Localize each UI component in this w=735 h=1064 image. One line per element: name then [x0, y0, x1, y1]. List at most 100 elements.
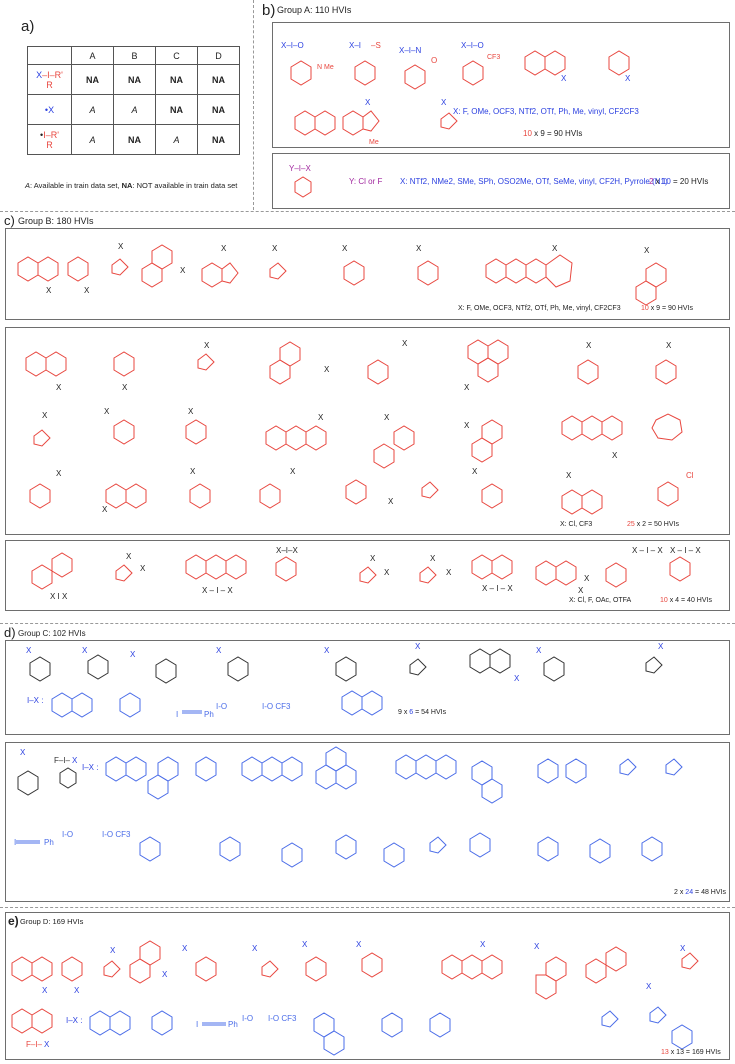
table-row: X–I–R' R NA NA NA NA [27, 64, 240, 95]
svg-text:X: X [514, 674, 520, 683]
svg-text:X–I–O: X–I–O [281, 41, 304, 50]
svg-text:X – I – X: X – I – X [632, 546, 663, 555]
group-c-box2-count: 2 x 24 = 48 HVIs [674, 889, 726, 896]
panel-a-letter: a) [21, 18, 35, 35]
table-cell: NA [155, 94, 198, 125]
svg-text:O: O [431, 56, 437, 65]
svg-text:X: X [441, 98, 447, 107]
svg-text:X: X [365, 98, 371, 107]
svg-text:I-O: I-O [62, 830, 73, 839]
table-cell: A [155, 124, 198, 155]
divider-horizontal [0, 623, 735, 624]
svg-text:X: X [324, 365, 330, 374]
svg-text:F–I–: F–I– [26, 1040, 43, 1049]
group-c-title: Group C: 102 HVIs [18, 629, 86, 638]
group-b-box2-x-list: X: Cl, CF3 [560, 521, 593, 528]
table-cell: NA [113, 124, 156, 155]
divider-vertical [253, 0, 254, 210]
table-cell: A [71, 124, 114, 155]
svg-text:X: X [162, 970, 168, 979]
divider-horizontal [0, 211, 735, 212]
svg-text:X: X [110, 946, 116, 955]
svg-text:I: I [176, 710, 178, 719]
svg-text:X: X [388, 497, 394, 506]
svg-text:X–I–N: X–I–N [399, 46, 421, 55]
group-c-box-1: X X X X X X X X X I Ph I-O I-O CF3 I–X : 9 x 6 = 54… [5, 640, 730, 735]
group-b-box3-x-list: X: Cl, F, OAc, OTFA [569, 597, 632, 604]
table-cell: NA [113, 64, 156, 95]
svg-text:X – I – X: X – I – X [670, 546, 701, 555]
svg-text:I-O: I-O [216, 702, 227, 711]
svg-text:X: X [204, 341, 210, 350]
svg-text:X: X [464, 383, 470, 392]
svg-text:X: X [221, 244, 227, 253]
group-a-box-1: X–I–O N Me X–I –S X–I–N O X–I–O CF3 X X X Me … [272, 22, 730, 148]
table-cell: NA [197, 124, 240, 155]
svg-text:Me: Me [369, 139, 379, 146]
group-c-box1-count: 9 x 6 = 54 HVIs [398, 709, 447, 716]
group-d-count: 13 x 13 = 169 HVIs [661, 1049, 721, 1056]
svg-text:–S: –S [371, 41, 381, 50]
svg-text:X: X [612, 451, 618, 460]
svg-text:X: X [324, 646, 330, 655]
svg-text:X: X [290, 467, 296, 476]
svg-text:X: X [356, 940, 362, 949]
svg-text:X: X [74, 986, 80, 995]
ix-label: I–X : [82, 763, 99, 772]
availability-legend: A: Available in train data set, NA: NOT … [25, 181, 238, 190]
svg-text:X: X [56, 383, 62, 392]
phenyl-ring [294, 176, 312, 198]
group-a-box2-count: 2 x 10 = 20 HVIs [649, 177, 709, 186]
svg-text:X: X [680, 944, 686, 953]
svg-text:X: X [84, 286, 90, 295]
group-a-title: Group A: 110 HVIs [277, 5, 352, 15]
svg-text:X: X [625, 74, 631, 83]
svg-text:CF3: CF3 [487, 54, 500, 61]
scaffold-structures: X X X X X X X X X X [17, 242, 667, 306]
group-b-box2-count: 25 x 2 = 50 HVIs [627, 521, 679, 528]
scaffold-structures: X–I–ON Me X–I –S X–I–NO X–I–OCF3 X X XMe … [281, 41, 631, 146]
ix-label: I–X : [66, 1016, 83, 1025]
svg-text:X: X [430, 554, 436, 563]
table-cell: NA [197, 94, 240, 125]
svg-text:X: X [584, 574, 590, 583]
svg-text:X: X [446, 568, 452, 577]
svg-text:X: X [318, 413, 324, 422]
svg-text:I-O: I-O [242, 1014, 253, 1023]
group-b-box1-count: 10 x 9 = 90 HVIs [641, 305, 693, 312]
svg-text:X – I – X: X – I – X [482, 584, 513, 593]
svg-text:N Me: N Me [317, 64, 334, 71]
svg-text:Cl: Cl [686, 471, 694, 480]
table-header-c: C [155, 46, 198, 65]
y-list: Y: Cl or F [349, 177, 383, 186]
group-b-box3-count: 10 x 4 = 40 HVIs [660, 597, 712, 604]
svg-text:X: X [272, 244, 278, 253]
svg-text:Ph: Ph [204, 710, 214, 719]
svg-text:X: X [586, 341, 592, 350]
svg-text:X: X [578, 586, 584, 595]
group-a-box2-x-list: X: NTf2, NMe2, SMe, SPh, OSO2Me, OTf, Se… [400, 177, 668, 186]
svg-text:X: X [216, 646, 222, 655]
svg-text:X–I–X: X–I–X [276, 546, 298, 555]
svg-text:Ph: Ph [44, 838, 54, 847]
row-label-x: •X [27, 94, 72, 125]
svg-text:X: X [658, 642, 664, 651]
svg-text:X: X [534, 942, 540, 951]
table-cell: NA [71, 64, 114, 95]
svg-text:X: X [42, 411, 48, 420]
svg-text:X: X [72, 756, 78, 765]
svg-text:I: I [14, 838, 16, 847]
svg-text:X: X [552, 244, 558, 253]
svg-text:X–I–O: X–I–O [461, 41, 484, 50]
svg-text:X: X [46, 286, 52, 295]
svg-text:Ph: Ph [228, 1020, 238, 1029]
svg-text:X: X [122, 383, 128, 392]
svg-text:X: X [480, 940, 486, 949]
panel-b-letter: b) [262, 2, 276, 19]
svg-text:X I X: X I X [50, 592, 68, 601]
svg-text:X: X [20, 748, 26, 757]
scaffold-structures: X X X X X X X X X X X X X X X X X X X X X X Cl [25, 339, 694, 515]
svg-text:X: X [182, 944, 188, 953]
